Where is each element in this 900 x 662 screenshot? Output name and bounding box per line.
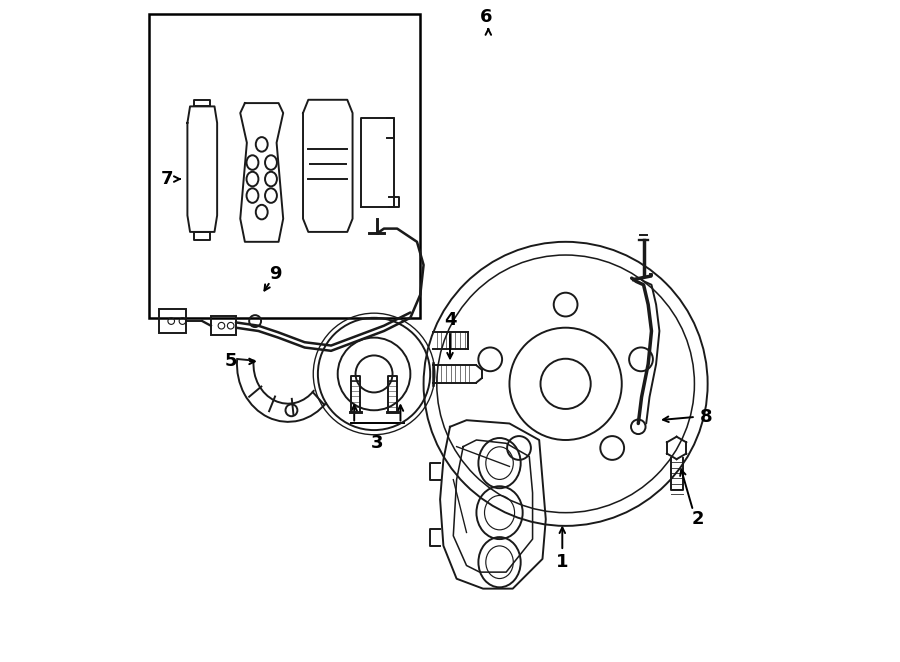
- Text: 2: 2: [691, 510, 704, 528]
- Bar: [149, 14, 420, 318]
- Bar: [159, 309, 185, 333]
- Text: 1: 1: [556, 553, 569, 571]
- Text: 9: 9: [269, 265, 281, 283]
- Text: 3: 3: [371, 434, 383, 452]
- Text: 7: 7: [161, 170, 174, 188]
- Text: 8: 8: [700, 408, 713, 426]
- Text: 4: 4: [444, 310, 456, 329]
- Text: 6: 6: [480, 8, 492, 26]
- Text: 5: 5: [224, 352, 237, 370]
- Bar: [211, 316, 236, 335]
